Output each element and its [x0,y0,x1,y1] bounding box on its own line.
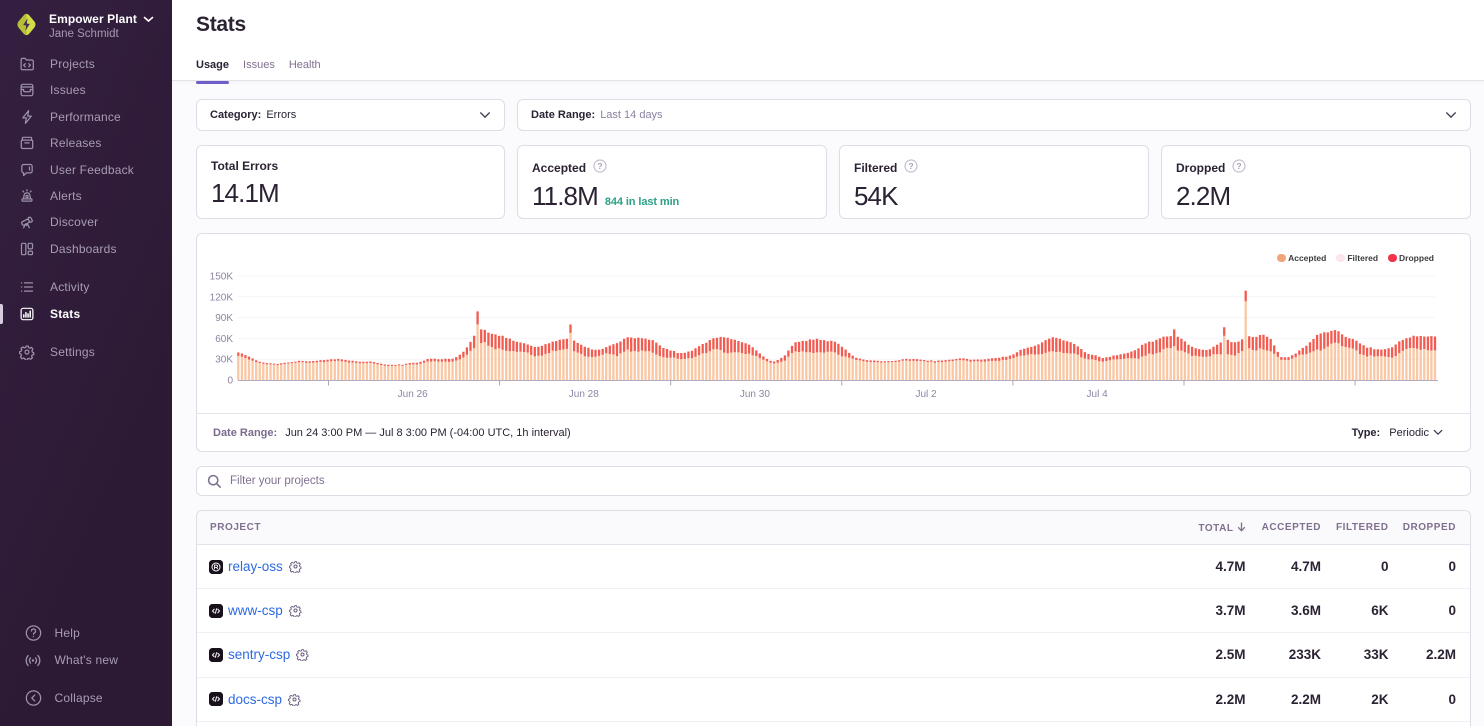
svg-text:150K: 150K [210,272,234,283]
svg-text:?: ? [597,161,602,171]
svg-text:Jun 30: Jun 30 [740,389,770,400]
svg-text:Jul 2: Jul 2 [915,389,937,400]
svg-text:60K: 60K [215,334,233,345]
svg-text:?: ? [1237,161,1242,171]
svg-text:Jun 28: Jun 28 [569,389,599,400]
svg-text:Jul 4: Jul 4 [1087,389,1109,400]
svg-text:Jun 26: Jun 26 [398,389,428,400]
svg-text:0: 0 [227,376,233,387]
svg-text:90K: 90K [215,313,233,324]
svg-text:?: ? [909,161,914,171]
svg-text:120K: 120K [210,292,234,303]
svg-text:30K: 30K [215,355,233,366]
